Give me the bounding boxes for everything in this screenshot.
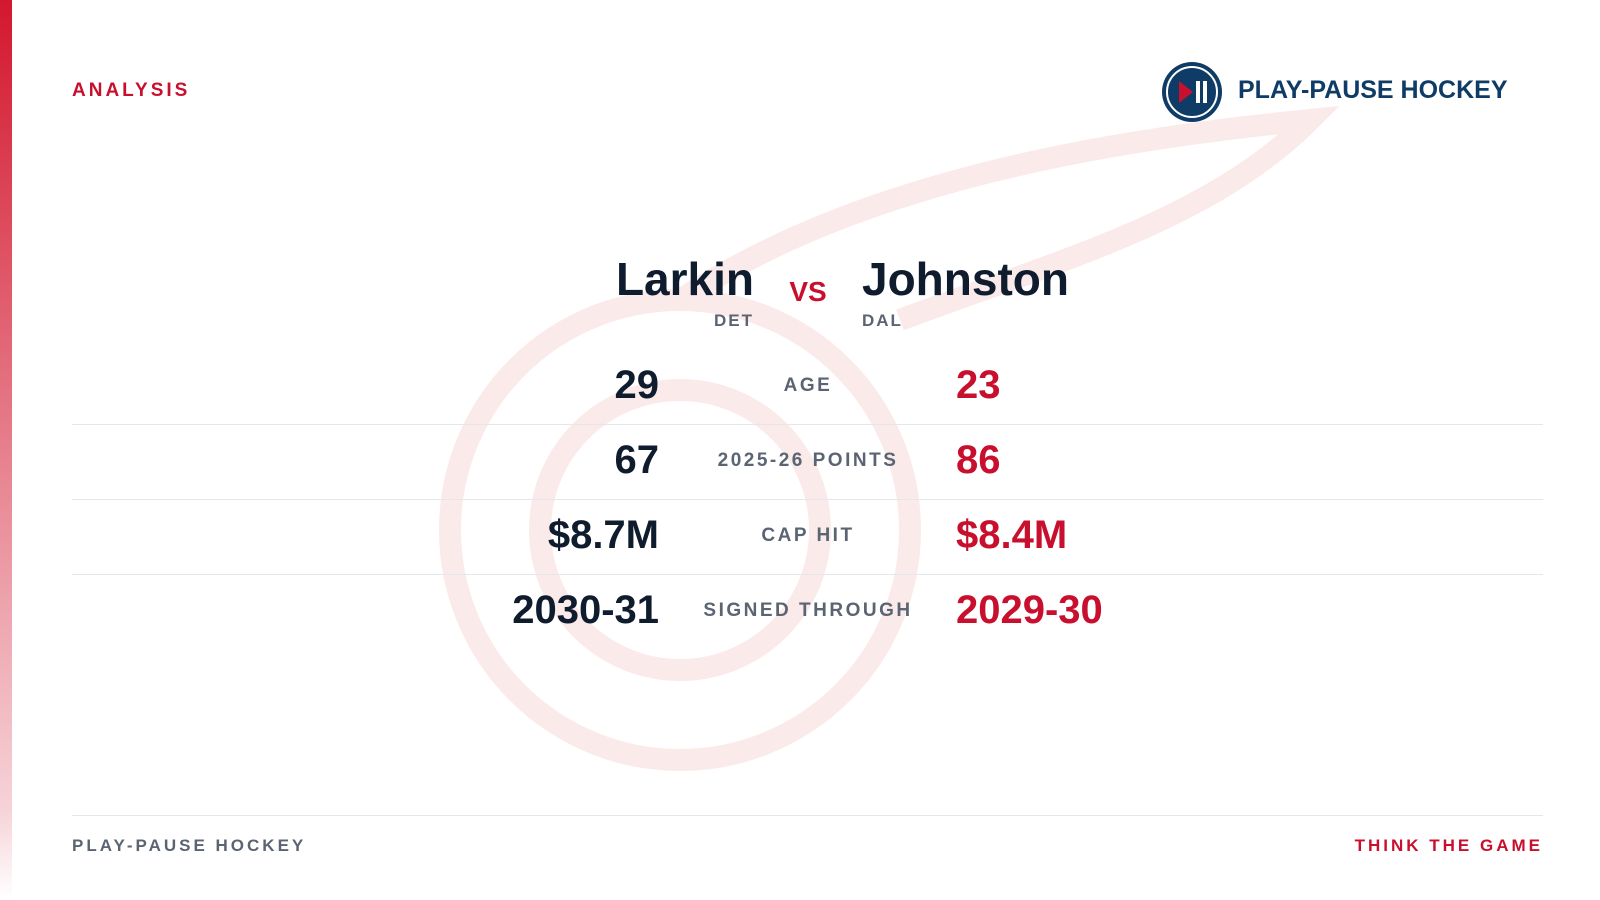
right-value: 2029-30 (956, 588, 1103, 632)
left-value: $8.7M (547, 513, 659, 557)
brand-logo (1162, 62, 1222, 122)
stat-label: 2025-26 POINTS (717, 450, 899, 471)
left-player: Larkin (615, 253, 754, 305)
right-player: Johnston (862, 253, 1069, 305)
left-team: DET (714, 311, 754, 330)
footer-rule (72, 815, 1543, 816)
stat-label: CAP HIT (761, 525, 855, 546)
row-divider (72, 499, 1543, 500)
watermark (439, 105, 1340, 771)
footer-right: THINK THE GAME (1354, 836, 1543, 855)
right-team: DAL (862, 311, 903, 330)
row-divider (72, 574, 1543, 575)
stat-label: SIGNED THROUGH (703, 600, 913, 621)
footer-left: PLAY-PAUSE HOCKEY (72, 836, 307, 855)
brand-name: PLAY-PAUSE HOCKEY (1238, 76, 1508, 104)
right-value: $8.4M (956, 513, 1068, 557)
accent-bar (0, 0, 12, 900)
left-value: 67 (614, 438, 660, 482)
vs: VS (789, 276, 827, 307)
stat-label: AGE (783, 375, 833, 396)
left-value: 2030-31 (512, 588, 659, 632)
section-label: ANALYSIS (72, 80, 191, 101)
right-value: 23 (956, 363, 1001, 407)
row-divider (72, 424, 1543, 425)
right-value: 86 (956, 438, 1001, 482)
left-value: 29 (614, 363, 660, 407)
